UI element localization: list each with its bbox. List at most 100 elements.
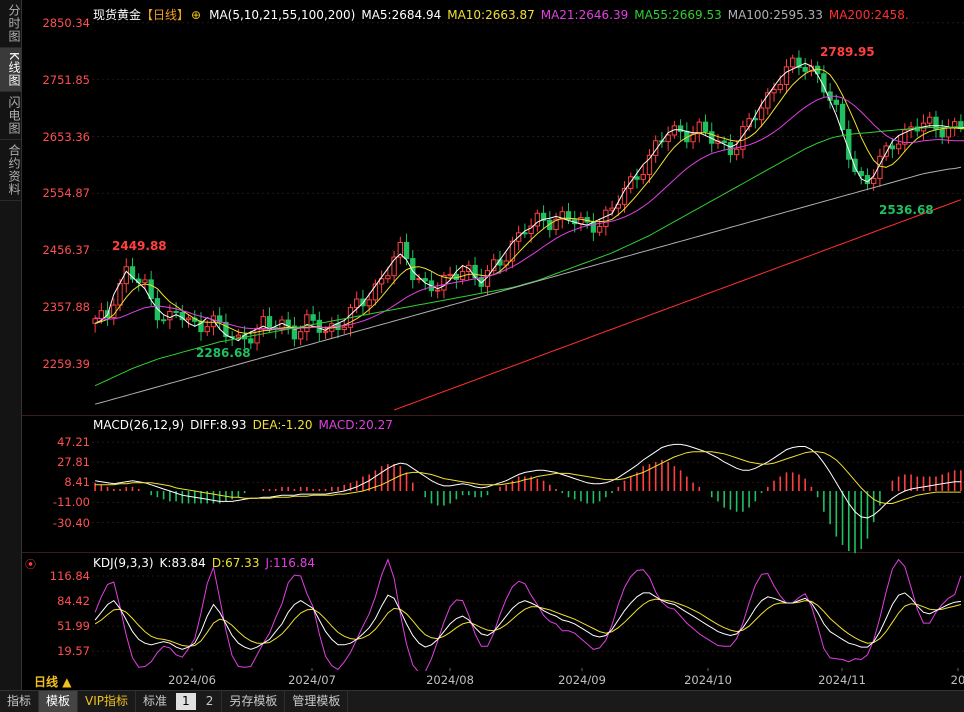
candle-body: [945, 126, 952, 138]
candle-body: [883, 145, 889, 157]
candle-body: [758, 107, 765, 121]
candle-body: [578, 217, 584, 225]
candle-body: [534, 212, 541, 227]
y-tick-label: -11.00: [52, 495, 90, 510]
candle-body: [422, 278, 428, 282]
ma5-value: MA5:2684.94: [361, 8, 442, 22]
period-label: 日线: [34, 675, 59, 689]
candle-body: [204, 326, 210, 333]
candle-body: [858, 171, 864, 176]
candle-body: [933, 116, 939, 130]
candle-body: [665, 134, 671, 143]
d-value: D:67.33: [211, 556, 260, 570]
settings-icon[interactable]: ⊕: [191, 8, 202, 22]
candle-body: [864, 174, 871, 185]
candle-body: [553, 218, 559, 231]
panel-toggle-icon[interactable]: ⦿: [25, 558, 36, 571]
tab-template[interactable]: 模板: [39, 691, 79, 712]
kdj-legend: KDJ(9,3,3) K:83.84 D:67.33 J:116.84: [93, 556, 321, 570]
candle-body: [410, 258, 416, 281]
candle-body: [721, 140, 727, 144]
candle-body: [403, 241, 410, 260]
candle-body: [447, 273, 453, 277]
panel-divider: [22, 415, 964, 416]
dea-value: DEA:-1.20: [252, 418, 313, 432]
candle-body: [634, 176, 640, 180]
annotation-low-2: 2536.68: [879, 203, 934, 217]
tab-standard[interactable]: 标准: [143, 694, 168, 708]
period-selector[interactable]: 日线 ▲: [34, 673, 71, 690]
candle-body: [528, 225, 534, 235]
candle-body: [746, 118, 752, 128]
candle-body: [939, 128, 945, 138]
candle-body: [235, 334, 242, 338]
save-template-button[interactable]: 另存模板: [221, 691, 286, 712]
y-tick-label: 2259.39: [42, 357, 90, 372]
y-tick-label: 2357.88: [42, 300, 90, 315]
macd-line-diff: [95, 443, 961, 519]
candle-body: [621, 187, 628, 205]
x-tick-label: 2024/10: [684, 673, 732, 687]
candle-body: [435, 289, 441, 292]
kdj-line-d: [94, 598, 962, 647]
tab-vip-indicator[interactable]: VIP指标: [78, 691, 137, 712]
macd-legend: MACD(26,12,9) DIFF:8.93 DEA:-1.20 MACD:20.2…: [93, 418, 399, 432]
ma-line-ma55: [94, 126, 961, 387]
candle-body: [677, 125, 684, 132]
candle-body: [765, 92, 771, 109]
page-2-button[interactable]: 2: [205, 694, 214, 708]
ma-line-ma21: [95, 95, 964, 330]
candle-body: [322, 330, 329, 333]
candle-body: [889, 145, 896, 150]
ma-line-ma200: [393, 199, 962, 411]
annotation-high-1: 2449.88: [112, 239, 167, 253]
candle-body: [304, 314, 310, 333]
candle-body: [129, 266, 136, 280]
ma21-value: MA21:2646.39: [540, 8, 629, 22]
y-tick-label: 2554.87: [42, 186, 90, 201]
manage-template-button[interactable]: 管理模板: [285, 691, 349, 712]
candle-body: [565, 211, 572, 221]
caret-up-icon: ▲: [62, 675, 72, 689]
y-tick-label: 116.84: [49, 568, 90, 583]
candle-body: [310, 314, 316, 321]
ma-params: MA(5,10,21,55,100,200): [209, 8, 356, 22]
candle-body: [397, 241, 403, 258]
main-legend: 现货黄金【日线】 ⊕ MA(5,10,21,55,100,200) MA5:2684.…: [93, 6, 915, 23]
candle-body: [223, 321, 229, 338]
side-tab-3[interactable]: 合约资料: [0, 140, 21, 201]
chart-canvas[interactable]: [0, 0, 964, 671]
x-tick-label: 2024/08: [426, 673, 474, 687]
diff-value: DIFF:8.93: [190, 418, 247, 432]
candle-body: [802, 67, 808, 72]
candle-body: [871, 177, 877, 185]
y-tick-label: 2653.36: [42, 129, 90, 144]
page-1-button[interactable]: 1: [176, 693, 196, 710]
macd-axis: 47.21 27.81 8.41 -11.00 -30.40: [22, 415, 90, 552]
macd-params: MACD(26,12,9): [93, 418, 185, 432]
candle-body: [248, 338, 254, 344]
candle-body: [852, 158, 858, 173]
candle-body: [839, 103, 846, 131]
ma-line-ma10: [94, 68, 964, 334]
candle-body: [378, 278, 385, 285]
kdj-line-k: [94, 592, 961, 650]
candle-body: [702, 121, 709, 133]
time-axis: 2024/06 2024/07 2024/08 2024/09 2024/10 2024/…: [22, 671, 964, 689]
side-tab-0[interactable]: 分时图: [0, 0, 21, 48]
candle-body: [354, 298, 360, 309]
candle-body: [771, 89, 777, 94]
candle-body: [646, 154, 653, 176]
side-tab-2[interactable]: 闪电图: [0, 92, 21, 140]
annotation-low-1: 2286.68: [196, 346, 251, 360]
candle-body: [540, 212, 547, 221]
tab-indicator[interactable]: 指标: [0, 691, 40, 712]
side-tab-1[interactable]: K线图: [0, 48, 21, 92]
candle-body: [142, 279, 148, 284]
candle-body: [266, 316, 273, 329]
y-tick-label: 27.81: [57, 455, 90, 470]
candle-body: [927, 116, 933, 124]
candle-body: [783, 66, 790, 86]
candle-body: [640, 174, 646, 180]
x-tick-label: 20: [950, 673, 964, 687]
